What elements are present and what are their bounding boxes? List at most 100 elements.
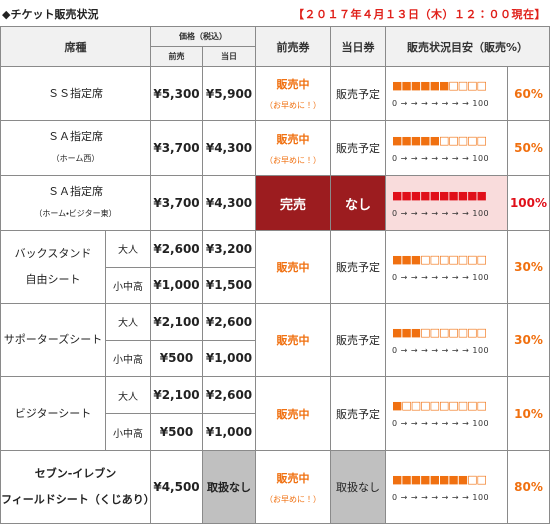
advance-ticket-cell: 販売中 (255, 230, 331, 304)
day-ticket-cell: 販売予定 (330, 120, 386, 176)
col-price: 価格（税込） (150, 26, 256, 47)
day-ticket-cell: 販売予定 (330, 303, 386, 377)
gauge: ■■■■■■■■□□ (392, 472, 487, 486)
advance-price: ¥500 (150, 339, 203, 377)
ticket-type: 小中高 (105, 266, 151, 304)
ticket-type: 大人 (105, 303, 151, 341)
advance-ticket-cell: 完売 (255, 175, 331, 231)
percent: 60% (507, 66, 550, 121)
gauge-cell: ■■■■■■■■□□ 0 → → → → → → → 100 (385, 450, 508, 524)
percent: 80% (507, 450, 550, 524)
advance-ticket-status: 販売中 (276, 334, 310, 347)
seat-cell: ＳＡ指定席 （ホーム西） (0, 120, 151, 176)
row: ビジターシート 大人 ¥2,100 ¥2,600 販売中 販売予定 ■□□□□□□□□□ 0 … (0, 376, 550, 451)
day-price: ¥1,500 (202, 266, 256, 304)
advance-price: ¥2,100 (150, 303, 203, 341)
gauge-cell: ■■■■■■■■■■ 0 → → → → → → → 100 (385, 175, 508, 231)
percent: 100% (507, 175, 550, 231)
ticket-type: 小中高 (105, 413, 151, 451)
seat-name: 自由シート (25, 273, 81, 286)
gauge: ■■■□□□□□□□ (392, 252, 487, 266)
col-day-ticket: 当日券 (330, 26, 386, 67)
ticket-type: 小中高 (105, 339, 151, 377)
advance-price: ¥2,600 (150, 230, 203, 268)
gauge: ■■■■■■□□□□ (392, 79, 487, 92)
percent: 30% (507, 303, 550, 377)
seat-name: （ホーム西） (51, 154, 100, 163)
advance-ticket-note: （お早めに！） (265, 101, 321, 110)
seat-name: バックスタンド (14, 247, 92, 260)
day-ticket-cell: 販売予定 (330, 230, 386, 304)
table-body: ＳＳ指定席 ¥5,300 ¥5,900 販売中 （お早めに！） 販売予定 ■■■■■■□□□… (0, 66, 550, 524)
seat-name: セブン-イレブン (34, 467, 117, 480)
row: ＳＡ指定席 （ホーム西） ¥3,700 ¥4,300 販売中 （お早めに！） 販売予定 ■■■… (0, 120, 550, 176)
advance-price: ¥3,700 (150, 120, 203, 176)
row: セブン-イレブン フィールドシート（くじあり） ¥4,500 取扱なし 販売中 （お早めに… (0, 450, 550, 524)
advance-ticket-status: 販売中 (276, 78, 310, 91)
advance-ticket-cell: 販売中 （お早めに！） (255, 120, 331, 176)
seat-cell: サポーターズシート (0, 303, 106, 377)
advance-ticket-status: 販売中 (276, 132, 310, 146)
sub-row: 小中高 ¥1,000 ¥1,500 (1, 266, 550, 304)
day-price: ¥2,600 (202, 303, 256, 341)
advance-price: ¥4,500 (150, 450, 203, 524)
gauge-scale: 0 → → → → → → → 100 (392, 153, 490, 163)
advance-ticket-cell: 販売中 （お早めに！） (255, 66, 331, 121)
row: ＳＡ指定席 （ホーム・ビジター東） ¥3,700 ¥4,300 完売 なし ■■■■■■■■… (0, 175, 550, 231)
seat-name: ＳＡ指定席 (48, 185, 103, 198)
advance-price: ¥500 (150, 413, 203, 451)
gauge-scale: 0 → → → → → → → 100 (392, 208, 490, 218)
seat-cell: ＳＡ指定席 （ホーム・ビジター東） (0, 175, 151, 231)
row: ＳＳ指定席 ¥5,300 ¥5,900 販売中 （お早めに！） 販売予定 ■■■■■■□□□… (0, 66, 550, 121)
day-price: 取扱なし (202, 450, 256, 524)
day-price: ¥2,600 (202, 376, 256, 414)
day-price: ¥1,000 (202, 339, 256, 377)
advance-price: ¥2,100 (150, 376, 203, 414)
seat-name: （ホーム・ビジター東） (34, 209, 117, 218)
advance-price: ¥3,700 (150, 175, 203, 231)
seat-name: ＳＳ指定席 (48, 86, 103, 100)
seat-name: フィールドシート（くじあり） (1, 493, 151, 506)
gauge-cell: ■■■■■□□□□□ 0 → → → → → → → 100 (385, 120, 508, 176)
seat-cell: バックスタンド 自由シート (0, 230, 106, 304)
day-price: ¥1,000 (202, 413, 256, 451)
advance-ticket-status: 完売 (279, 197, 306, 213)
day-price: ¥4,300 (202, 175, 256, 231)
gauge-scale: 0 → → → → → → → 100 (392, 99, 490, 108)
advance-price: ¥1,000 (150, 266, 203, 304)
col-advance: 前売 (150, 46, 203, 67)
advance-ticket-status: 販売中 (276, 407, 310, 421)
gauge-cell: ■□□□□□□□□□ 0 → → → → → → → 100 (385, 376, 508, 451)
gauge-scale: 0 → → → → → → → 100 (392, 492, 490, 502)
advance-price: ¥5,300 (150, 66, 203, 121)
header: ◆チケット販売状況 【２０１７年４月１３日（木）１２：００現在】 (0, 0, 550, 26)
advance-ticket-cell: 販売中 (255, 303, 331, 377)
ticket-table: 席種 価格（税込） 前売券 当日券 販売状況目安（販売%） 前売 当日 ＳＳ指定… (0, 26, 550, 524)
title: ◆チケット販売状況 (2, 8, 99, 21)
col-day: 当日 (202, 46, 256, 67)
gauge-scale: 0 → → → → → → → 100 (392, 345, 490, 355)
day-ticket-cell: 販売予定 (330, 376, 386, 451)
advance-ticket-note: （お早めに！） (265, 155, 321, 165)
day-ticket-cell: 取扱なし (330, 450, 386, 524)
seat-cell: セブン-イレブンフィールドシート（くじあり） (0, 450, 151, 524)
seat-cell: ビジターシート (0, 376, 106, 451)
percent: 10% (507, 376, 550, 451)
percent: 50% (507, 120, 550, 176)
gauge-scale: 0 → → → → → → → 100 (392, 272, 490, 282)
gauge-cell: ■■■□□□□□□□ 0 → → → → → → → 100 (385, 230, 508, 304)
col-advance-ticket: 前売券 (255, 26, 331, 67)
day-ticket-cell: 販売予定 (330, 66, 386, 121)
gauge-cell: ■■■□□□□□□□ 0 → → → → → → → 100 (385, 303, 508, 377)
gauge-cell: ■■■■■■□□□□ 0 → → → → → → → 100 (385, 66, 508, 121)
day-price: ¥5,900 (202, 66, 256, 121)
col-status: 販売状況目安（販売%） (385, 26, 550, 67)
seat-cell: ＳＳ指定席 (0, 66, 151, 121)
day-price: ¥4,300 (202, 120, 256, 176)
ticket-type: 大人 (105, 230, 151, 268)
gauge: ■■■■■■■■■■ (392, 188, 487, 202)
gauge: ■■■■■□□□□□ (392, 133, 487, 147)
day-ticket-cell: なし (330, 175, 386, 231)
gauge: ■□□□□□□□□□ (392, 399, 487, 412)
